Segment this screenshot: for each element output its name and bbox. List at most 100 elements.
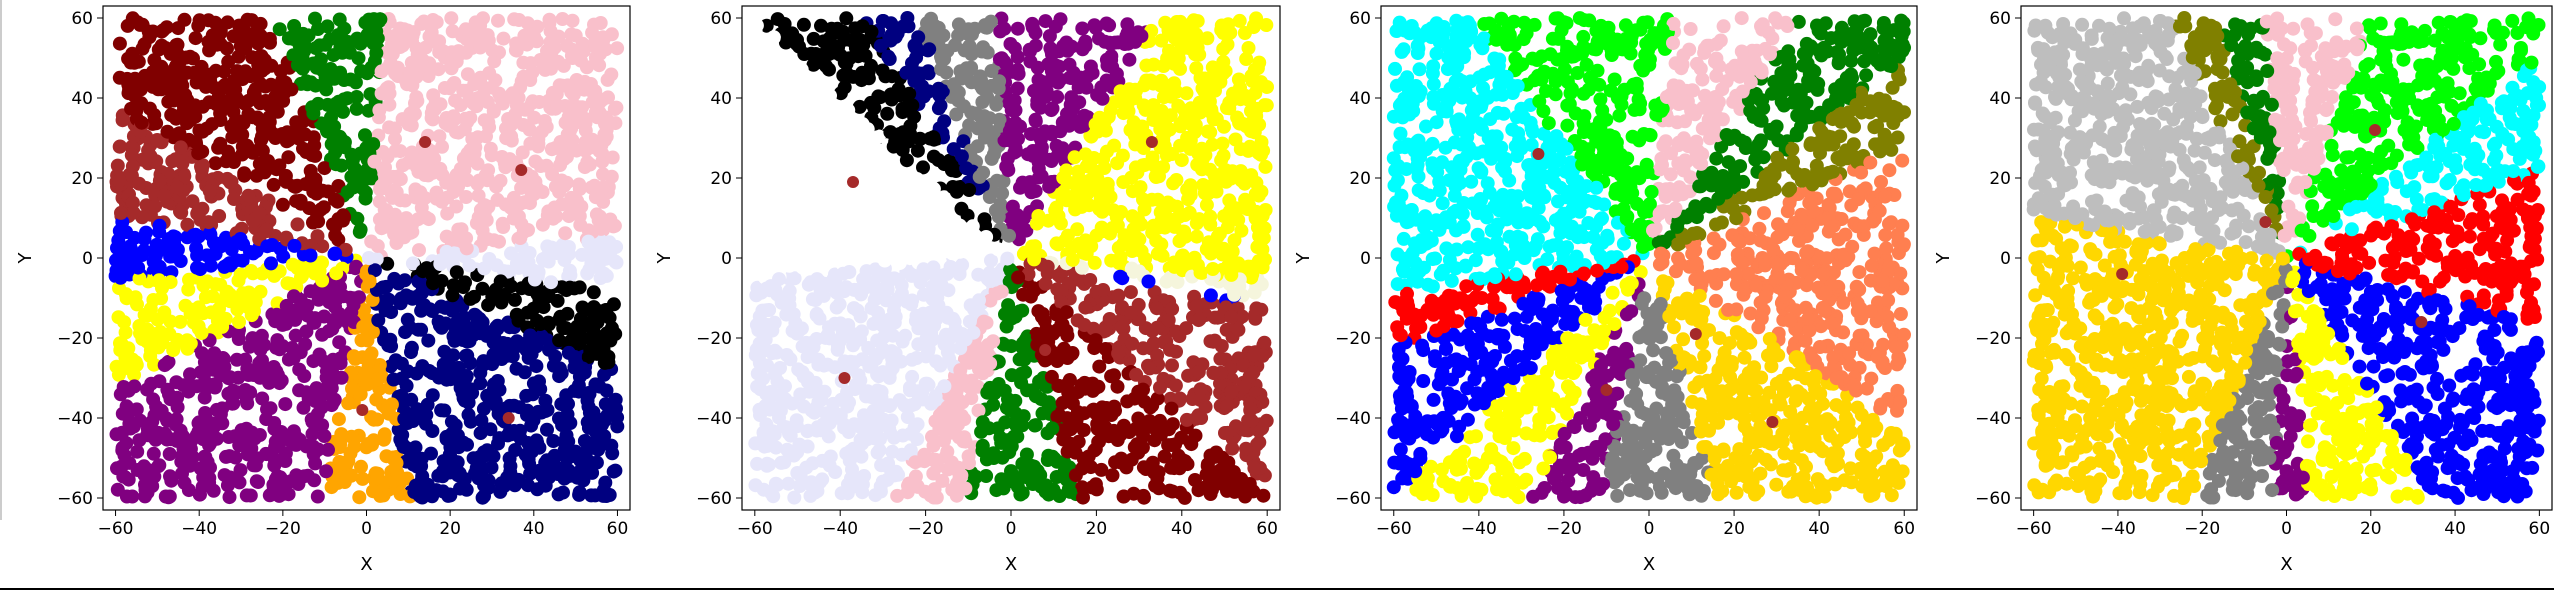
data-point xyxy=(200,352,215,367)
data-point xyxy=(499,131,514,146)
data-point xyxy=(158,41,173,55)
data-point xyxy=(1075,21,1090,36)
data-point xyxy=(777,17,792,31)
data-point xyxy=(766,187,781,202)
data-point xyxy=(241,188,256,203)
data-point xyxy=(333,436,348,451)
data-point xyxy=(1070,405,1085,420)
data-point xyxy=(779,219,794,234)
data-point xyxy=(922,42,937,57)
data-point xyxy=(212,209,227,223)
data-point xyxy=(386,372,401,387)
data-point xyxy=(771,388,786,402)
data-point xyxy=(326,395,341,410)
data-point xyxy=(115,443,130,458)
data-point xyxy=(748,436,763,451)
data-point xyxy=(810,247,825,262)
data-point xyxy=(432,34,447,49)
data-point xyxy=(997,133,1012,148)
data-point xyxy=(451,222,466,237)
data-point xyxy=(554,366,569,381)
data-point xyxy=(533,317,548,331)
data-point xyxy=(1153,380,1167,395)
data-point xyxy=(806,168,821,183)
data-point xyxy=(132,176,147,191)
data-point xyxy=(363,87,378,102)
data-point xyxy=(482,120,497,135)
data-point xyxy=(883,125,898,140)
data-point xyxy=(123,55,138,70)
data-point xyxy=(126,291,141,306)
data-point xyxy=(1111,240,1126,255)
data-point xyxy=(217,468,232,483)
data-point xyxy=(127,230,142,245)
data-point xyxy=(531,132,546,147)
data-point xyxy=(400,416,415,430)
data-point xyxy=(1191,365,1206,379)
data-point xyxy=(298,337,313,352)
data-point xyxy=(982,190,997,204)
data-point xyxy=(356,319,371,334)
data-point xyxy=(1149,233,1164,248)
data-point xyxy=(374,178,389,193)
data-point xyxy=(587,17,601,32)
data-point xyxy=(191,321,206,336)
data-point xyxy=(272,371,287,386)
data-point xyxy=(1120,17,1135,32)
data-point xyxy=(288,328,303,343)
data-point xyxy=(933,358,948,373)
data-point xyxy=(299,324,314,339)
data-point xyxy=(598,413,613,428)
data-point xyxy=(1019,223,1034,238)
data-point xyxy=(148,199,163,214)
data-point xyxy=(209,28,224,43)
data-point xyxy=(290,58,305,72)
data-point xyxy=(549,87,564,102)
data-point xyxy=(349,259,364,274)
data-point xyxy=(170,180,185,195)
data-point xyxy=(778,35,793,50)
data-point xyxy=(1244,104,1258,118)
data-point xyxy=(1212,226,1227,241)
data-point xyxy=(378,160,392,175)
data-point xyxy=(403,320,418,335)
data-point xyxy=(931,153,946,168)
data-point xyxy=(541,254,556,269)
data-point xyxy=(1254,277,1269,292)
data-point xyxy=(1004,103,1019,118)
data-point xyxy=(370,466,385,481)
data-point xyxy=(540,403,555,417)
data-point xyxy=(118,470,132,485)
data-point xyxy=(899,153,914,168)
data-point xyxy=(223,287,238,302)
data-point xyxy=(1068,202,1083,217)
data-point xyxy=(919,331,934,346)
data-point xyxy=(125,195,140,210)
x-tick-label: 60 xyxy=(607,519,629,539)
data-point xyxy=(279,298,294,313)
data-point xyxy=(1200,124,1215,139)
data-point xyxy=(581,234,596,249)
data-point xyxy=(1010,21,1025,36)
data-point xyxy=(760,358,775,373)
data-point xyxy=(137,75,152,89)
data-point xyxy=(447,76,462,90)
data-point xyxy=(266,177,281,192)
data-point xyxy=(231,128,246,143)
data-point xyxy=(452,47,467,62)
data-point xyxy=(340,91,355,106)
data-point xyxy=(806,31,821,46)
data-point xyxy=(245,110,260,125)
data-point xyxy=(127,379,142,394)
data-point xyxy=(476,11,490,26)
data-point xyxy=(900,410,915,424)
data-point xyxy=(784,238,799,253)
data-point xyxy=(509,40,524,55)
data-point xyxy=(965,219,980,234)
data-point xyxy=(385,190,400,205)
data-point xyxy=(822,62,836,77)
data-point xyxy=(194,159,208,174)
x-tick-label: 20 xyxy=(439,519,461,539)
data-point xyxy=(116,380,131,394)
data-point xyxy=(855,485,870,500)
